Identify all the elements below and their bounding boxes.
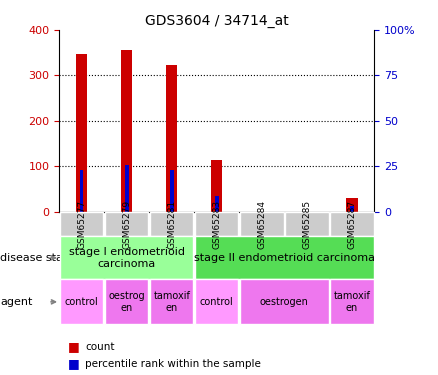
Text: percentile rank within the sample: percentile rank within the sample [85, 359, 261, 369]
Text: stage II endometrioid carcinoma: stage II endometrioid carcinoma [194, 253, 375, 263]
Bar [346, 198, 357, 212]
Text: oestrog
en: oestrog en [108, 291, 145, 313]
Text: GSM65284: GSM65284 [258, 200, 266, 249]
Text: ■: ■ [68, 357, 80, 370]
Bar [125, 165, 128, 212]
Bar [121, 51, 132, 212]
Text: GSM65287: GSM65287 [347, 200, 357, 249]
Bar [350, 206, 354, 212]
Text: ■: ■ [68, 340, 80, 353]
Text: control: control [65, 297, 99, 307]
Text: GSM65281: GSM65281 [167, 200, 176, 249]
Text: GSM65277: GSM65277 [77, 200, 86, 249]
Bar [76, 54, 87, 212]
Text: GSM65283: GSM65283 [212, 200, 221, 249]
Text: agent: agent [0, 297, 32, 307]
Text: tamoxif
en: tamoxif en [333, 291, 371, 313]
Text: GSM65285: GSM65285 [302, 200, 311, 249]
Text: disease state: disease state [0, 253, 74, 263]
Bar [80, 170, 84, 212]
Text: GSM65279: GSM65279 [122, 200, 131, 249]
Text: count: count [85, 342, 115, 352]
Text: tamoxif
en: tamoxif en [153, 291, 190, 313]
Bar [211, 160, 223, 212]
Bar [166, 65, 177, 212]
Bar [170, 170, 173, 212]
Text: control: control [200, 297, 234, 307]
Title: GDS3604 / 34714_at: GDS3604 / 34714_at [145, 13, 289, 28]
Bar [215, 195, 219, 212]
Text: oestrogen: oestrogen [260, 297, 309, 307]
Text: stage I endometrioid
carcinoma: stage I endometrioid carcinoma [69, 247, 185, 268]
